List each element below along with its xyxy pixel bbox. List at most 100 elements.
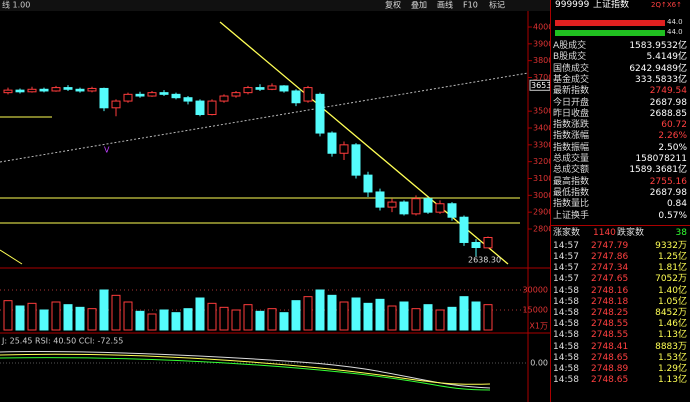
menu-item[interactable]: 标记 — [489, 0, 505, 10]
candle-body — [279, 85, 289, 92]
breadth-value: 38 — [675, 227, 687, 238]
tick-time: 14:58 — [553, 296, 579, 307]
menu-item[interactable]: 画线 — [437, 0, 453, 10]
y-tick-label: 3500 — [533, 107, 550, 116]
volume-bar — [147, 313, 157, 331]
volume-bar — [399, 301, 409, 331]
candle-body — [351, 144, 361, 176]
row-value: 2749.54 — [649, 86, 687, 97]
y-tick-label: 2800 — [533, 225, 550, 234]
row-value: 2688.85 — [649, 108, 687, 119]
tick-time: 14:57 — [553, 252, 579, 262]
volume-bar — [195, 297, 205, 331]
breadth-value: 1140 — [593, 227, 616, 238]
indicator-line — [0, 351, 491, 389]
volume-bar — [351, 297, 361, 331]
volume-bar — [303, 296, 313, 331]
candle-body — [99, 87, 109, 109]
tick-price: 2747.86 — [591, 252, 629, 262]
tick-time: 14:58 — [553, 330, 579, 341]
menu-item[interactable]: F10 — [463, 1, 478, 10]
tick-volume: 1.05亿 — [657, 296, 687, 307]
candle-body — [315, 93, 325, 134]
volume-bar — [75, 306, 85, 331]
volume-bar — [231, 309, 241, 331]
y-tick-label: 3100 — [533, 174, 550, 183]
tick-time: 14:58 — [553, 308, 579, 318]
row-label: A股成交 — [553, 41, 587, 51]
row-value: 5.4149亿 — [646, 52, 688, 63]
tick-price: 2748.16 — [591, 285, 629, 296]
tick-volume: 8883万 — [655, 341, 687, 352]
candle-body — [123, 93, 133, 102]
y-tick-label: 3300 — [533, 140, 550, 149]
y-tick-label: 3400 — [533, 124, 550, 133]
row-value: 2687.98 — [649, 187, 687, 198]
volume-bar — [483, 304, 493, 331]
candle-body — [15, 89, 25, 93]
trend-line — [0, 72, 529, 163]
row-value: 0.84 — [666, 199, 687, 210]
tick-time: 14:57 — [553, 263, 579, 274]
tick-price: 2748.55 — [591, 330, 629, 341]
candle-body — [375, 191, 385, 208]
row-label: 基金成交 — [553, 74, 590, 85]
candle-body — [135, 93, 145, 97]
candle-body — [219, 95, 229, 102]
chart: 线 1.00 V J: 25.45 RSI: 40.50 CCI: -72.55… — [0, 0, 550, 402]
price-box — [529, 79, 550, 91]
volume-bar — [207, 302, 217, 331]
volume-bar — [39, 309, 49, 331]
row-label: 上证换手 — [553, 210, 590, 221]
row-value: 6242.9489亿 — [629, 63, 687, 74]
indicator-zero: 0.00 — [530, 359, 548, 368]
row-value: 2.50% — [658, 142, 687, 153]
row-label: 今日开盘 — [553, 97, 590, 108]
row-value: 2.26% — [658, 131, 687, 142]
tick-volume: 9332万 — [655, 240, 687, 251]
marker: V — [104, 146, 110, 155]
tick-volume: 1.25亿 — [657, 252, 687, 262]
candle-body — [87, 87, 97, 92]
code: 999999 — [555, 0, 590, 10]
tick-volume: 1.29亿 — [657, 364, 687, 374]
volume-bar — [27, 302, 37, 331]
candle-body — [195, 100, 205, 116]
tick-price: 2748.65 — [591, 352, 629, 363]
tick-volume: 8452万 — [655, 308, 687, 318]
candle-body — [75, 88, 85, 92]
volume-bar — [459, 296, 469, 331]
y-tick-label: 4000 — [533, 23, 550, 32]
candle-body — [255, 87, 265, 90]
menu-item[interactable]: 复权 — [385, 0, 401, 10]
breadth-label: 跌家数 — [617, 227, 645, 238]
tick-volume: 1.46亿 — [657, 319, 687, 330]
candle-body — [159, 92, 169, 95]
menu-item[interactable]: 叠加 — [411, 0, 427, 10]
tick-price: 2748.25 — [591, 308, 629, 318]
candle-body — [171, 93, 181, 99]
tick-price: 2747.65 — [591, 274, 629, 285]
row-value: 1583.9532亿 — [629, 41, 687, 51]
candle-body — [435, 203, 445, 213]
tick-time: 14:58 — [553, 341, 579, 352]
candle-body — [3, 89, 13, 94]
volume-bar — [87, 308, 97, 331]
row-label: 指数振幅 — [553, 142, 590, 153]
tick-volume: 1.13亿 — [657, 330, 687, 341]
row-label: 总成交量 — [553, 154, 590, 164]
volume-bar — [447, 306, 457, 331]
row-label: 指数涨跌 — [553, 120, 590, 131]
row-value: 2755.16 — [649, 176, 687, 187]
volume-bar — [291, 300, 301, 331]
candle-body — [207, 100, 217, 116]
volume-bar — [327, 294, 337, 331]
price-label: 3653.7 — [531, 81, 550, 90]
candle-body — [267, 85, 277, 90]
tick-price: 2748.55 — [591, 319, 629, 330]
candle-body — [51, 87, 61, 92]
candle-body — [399, 201, 409, 215]
volume-bar — [339, 301, 349, 331]
tag: 2Q↑X6↑ — [651, 1, 682, 9]
y-tick-label: 3200 — [533, 157, 550, 166]
